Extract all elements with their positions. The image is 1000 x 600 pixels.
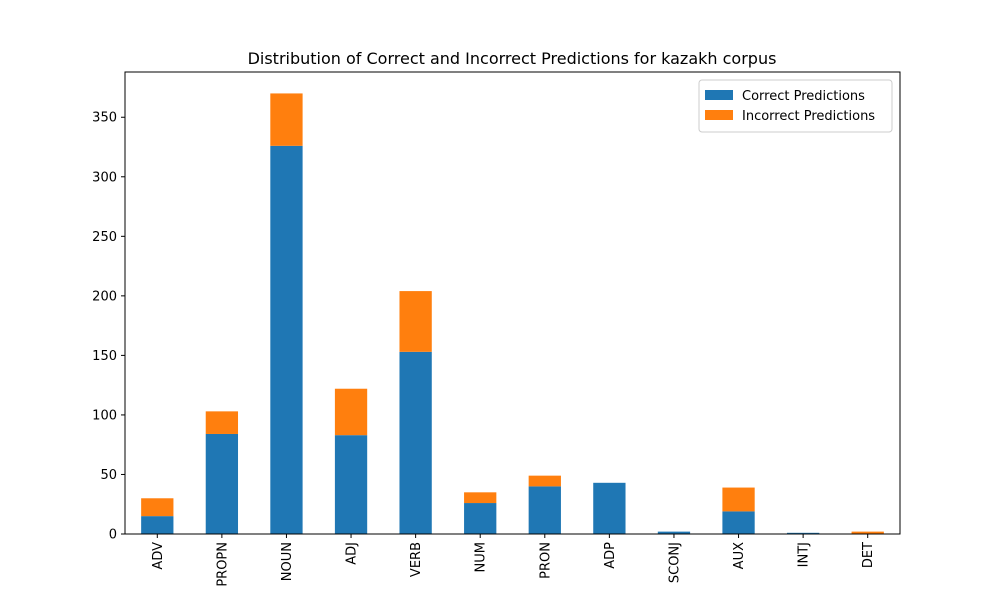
x-tick-label-adp: ADP	[603, 542, 618, 569]
legend-swatch-correct	[705, 90, 733, 100]
bar-adp-correct	[593, 482, 626, 534]
y-tick-label: 350	[92, 111, 117, 126]
x-tick-label-intj: INTJ	[797, 542, 812, 567]
axes-frame	[124, 71, 901, 535]
legend-label-correct: Correct Predictions	[742, 89, 865, 104]
bar-propn-correct	[205, 433, 239, 534]
legend-box	[698, 79, 893, 133]
bar-pron-correct	[528, 486, 561, 534]
x-tick-label-propn: PROPN	[215, 542, 230, 587]
y-tick-label: 250	[92, 230, 117, 245]
x-tick-label-adj: ADJ	[345, 542, 360, 565]
bar-verb-incorrect	[399, 291, 432, 352]
y-tick-label: 300	[92, 170, 117, 185]
bar-num-correct	[464, 503, 497, 534]
bar-verb-correct	[399, 351, 432, 534]
y-tick-label: 50	[100, 468, 117, 483]
y-tick-label: 100	[92, 408, 117, 423]
bar-propn-incorrect	[205, 411, 239, 434]
x-tick-label-noun: NOUN	[280, 542, 295, 581]
bar-adv-incorrect	[141, 498, 174, 517]
chart-title: Distribution of Correct and Incorrect Pr…	[248, 49, 777, 68]
y-tick-label: 0	[109, 528, 117, 543]
x-tick-label-sconj: SCONJ	[667, 542, 682, 583]
x-tick-label-det: DET	[861, 542, 876, 568]
bar-aux-correct	[722, 511, 755, 534]
x-tick-label-pron: PRON	[538, 542, 553, 579]
x-tick-label-aux: AUX	[732, 542, 747, 569]
y-tick-label: 150	[92, 349, 117, 364]
bar-adj-correct	[334, 435, 368, 534]
axes: 0 50 100 150 200 250 300 350 ADV PROPN NOUN ADJ VERB…	[92, 71, 901, 587]
bar-aux-incorrect	[722, 487, 755, 512]
x-tick-label-adv: ADV	[151, 542, 166, 570]
legend-label-incorrect: Incorrect Predictions	[742, 109, 875, 124]
x-tick-label-num: NUM	[474, 542, 489, 572]
bar-sconj-correct	[657, 531, 691, 534]
bar-num-incorrect	[464, 492, 497, 504]
bar-adv-correct	[141, 516, 174, 534]
plot-area	[141, 93, 884, 534]
legend: Correct Predictions Incorrect Predictions	[698, 79, 893, 133]
bar-noun-correct	[270, 145, 303, 534]
bar-intj-correct	[786, 532, 820, 534]
legend-swatch-incorrect	[705, 110, 733, 120]
bar-det-incorrect	[851, 531, 884, 534]
x-tick-label-verb: VERB	[409, 542, 424, 577]
y-tick-label: 200	[92, 289, 117, 304]
bar-noun-incorrect	[270, 93, 303, 146]
bar-pron-incorrect	[528, 475, 561, 487]
bar-adj-incorrect	[334, 388, 368, 436]
